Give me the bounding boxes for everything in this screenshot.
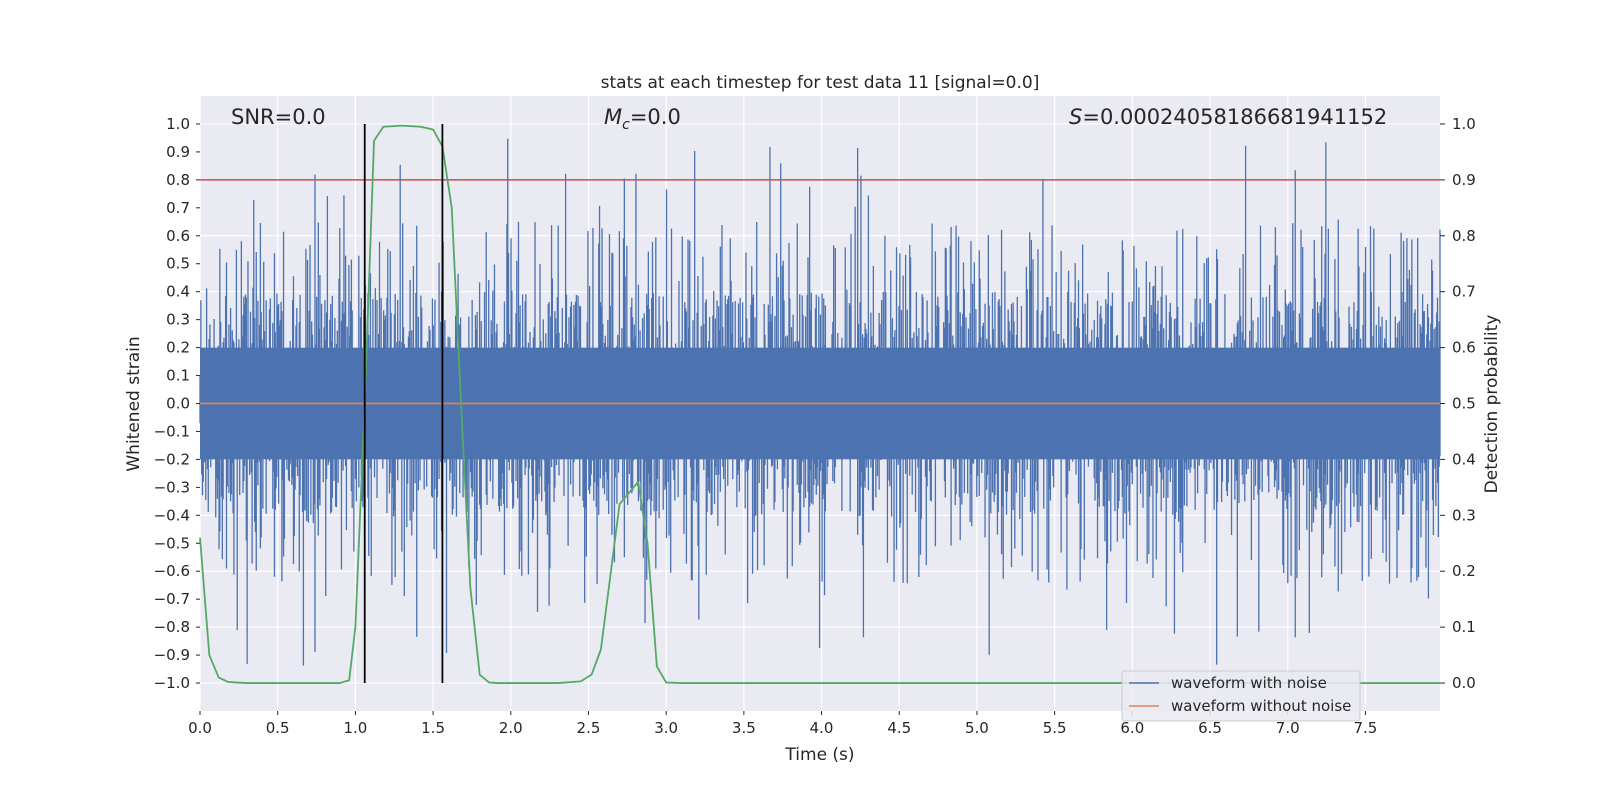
chirp-mass-subscript: c [622,117,630,133]
y-tick-label: −0.6 [154,562,190,580]
x-tick-label: 1.5 [421,719,445,737]
chirp-mass-symbol: M [604,105,622,129]
chirp-mass-value: =0.0 [630,105,681,129]
detection-probability-series [199,124,1440,684]
x-tick-label: 7.5 [1353,719,1377,737]
y2-tick-label: 0.2 [1452,562,1476,580]
y-tick-label: 0.8 [166,171,190,189]
y-tick-label: 1.0 [166,115,190,133]
detection-probability-line [199,124,1440,684]
vertical-markers [363,123,444,684]
x-tick-label: 1.0 [343,719,367,737]
x-tick-label: 6.5 [1198,719,1222,737]
y-tick-label: −0.2 [154,450,190,468]
y-tick-label: −0.7 [154,590,190,608]
y2-tick-label: 1.0 [1452,115,1476,133]
legend: waveform with noise waveform without noi… [1121,670,1361,722]
y2-tick-label: 0.1 [1452,618,1476,636]
y2-tick-label: 0.0 [1452,674,1476,692]
x-tick-label: 2.0 [499,719,523,737]
y2-tick-label: 0.7 [1452,283,1476,301]
s-statistic-value: =0.00024058186681941152 [1082,105,1387,129]
y2-tick-label: 0.6 [1452,339,1476,357]
axis-ticks: 0.0 0.5 1.0 1.5 2.0 2.5 3.0 3.5 4.0 4.5 5.0 5.5 6.0 6… [154,115,1476,737]
y-axis-label: Whitened strain [124,336,144,471]
s-statistic-annotation: S=0.00024058186681941152 [1069,105,1387,129]
legend-label-noise: waveform with noise [1171,674,1327,692]
y-tick-label: −0.8 [154,618,190,636]
legend-box [1121,670,1361,722]
x-tick-label: 4.0 [810,719,834,737]
y2-tick-label: 0.8 [1452,227,1476,245]
y2-tick-label: 0.5 [1452,395,1476,413]
x-tick-label: 0.5 [266,719,290,737]
y-tick-label: 0.3 [166,311,190,329]
y2-tick-label: 0.3 [1452,506,1476,524]
y-tick-label: 0.2 [166,339,190,357]
y-tick-label: −0.3 [154,478,190,496]
snr-annotation: SNR=0.0 [231,105,326,129]
chirp-mass-annotation: Mc=0.0 [604,105,681,133]
y-tick-label: 0.6 [166,227,190,245]
y2-tick-label: 0.4 [1452,450,1476,468]
x-tick-label: 6.0 [1120,719,1144,737]
y-tick-label: −0.4 [154,506,190,524]
y2-axis-label: Detection probability [1482,315,1502,494]
x-tick-label: 7.0 [1276,719,1300,737]
x-tick-label: 4.5 [887,719,911,737]
x-tick-label: 2.5 [577,719,601,737]
x-tick-label: 0.0 [188,719,212,737]
x-tick-label: 3.0 [654,719,678,737]
y-tick-label: 0.1 [166,367,190,385]
y2-tick-label: 0.9 [1452,171,1476,189]
s-statistic-symbol: S [1069,105,1082,129]
x-tick-label: 5.0 [965,719,989,737]
chart-title: stats at each timestep for test data 11 … [601,73,1040,93]
legend-label-clean: waveform without noise [1171,697,1351,715]
y-tick-label: −0.9 [154,646,190,664]
y-tick-label: −0.1 [154,422,190,440]
y-tick-label: 0.0 [166,395,190,413]
y-tick-label: −0.5 [154,534,190,552]
x-tick-label: 5.5 [1043,719,1067,737]
y-tick-label: 0.4 [166,283,190,301]
y-tick-label: 0.9 [166,143,190,161]
y-tick-label: 0.5 [166,255,190,273]
x-tick-label: 3.5 [732,719,756,737]
y-tick-label: 0.7 [166,199,190,217]
x-axis-label: Time (s) [784,745,854,765]
y-tick-label: −1.0 [154,674,190,692]
